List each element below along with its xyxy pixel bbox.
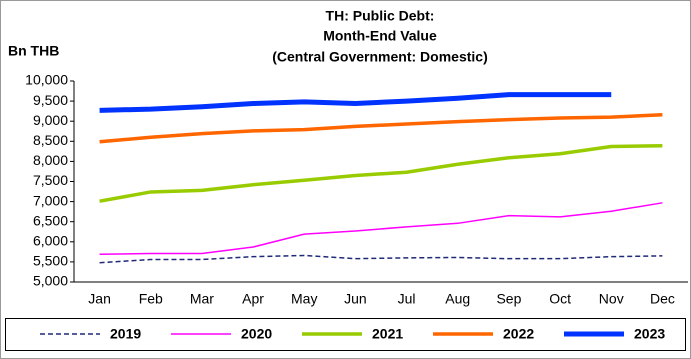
x-tick-label: Aug	[445, 291, 470, 307]
chart-title: Month-End Value	[323, 28, 437, 44]
y-tick-label: 6,500	[33, 212, 68, 228]
y-tick-label: 8,500	[33, 132, 68, 148]
y-tick-label: 9,000	[33, 112, 68, 128]
legend-label: 2022	[503, 326, 534, 342]
x-tick-label: Mar	[190, 291, 214, 307]
y-tick-label: 9,500	[33, 92, 68, 108]
legend-label: 2021	[372, 326, 403, 342]
y-tick-label: 7,500	[33, 172, 68, 188]
x-tick-label: Apr	[242, 291, 264, 307]
x-tick-label: Oct	[549, 291, 571, 307]
y-tick-label: 8,000	[33, 152, 68, 168]
legend-label: 2019	[110, 326, 141, 342]
y-tick-label: 7,000	[33, 192, 68, 208]
x-tick-label: Jun	[344, 291, 367, 307]
series-line	[99, 202, 663, 256]
x-tick-label: May	[291, 291, 317, 307]
x-tick-label: Sep	[496, 291, 521, 307]
y-tick-label: 5,000	[33, 273, 68, 289]
y-axis-label: Bn THB	[8, 43, 59, 59]
legend-box	[5, 318, 686, 351]
series-line	[99, 92, 612, 113]
y-tick-label: 6,000	[33, 233, 68, 249]
legend-label: 2020	[241, 326, 272, 342]
y-tick-label: 10,000	[25, 72, 68, 88]
x-tick-label: Dec	[650, 291, 675, 307]
x-tick-label: Jul	[398, 291, 416, 307]
chart-title: TH: Public Debt:	[326, 8, 435, 24]
series-line	[99, 113, 663, 144]
x-tick-label: Nov	[599, 291, 624, 307]
legend-label: 2023	[634, 326, 665, 342]
x-tick-label: Jan	[88, 291, 111, 307]
series-line	[99, 143, 663, 203]
y-tick-label: 5,500	[33, 253, 68, 269]
chart-title: (Central Government: Domestic)	[272, 49, 487, 65]
series-line	[99, 254, 663, 264]
x-tick-label: Feb	[139, 291, 163, 307]
